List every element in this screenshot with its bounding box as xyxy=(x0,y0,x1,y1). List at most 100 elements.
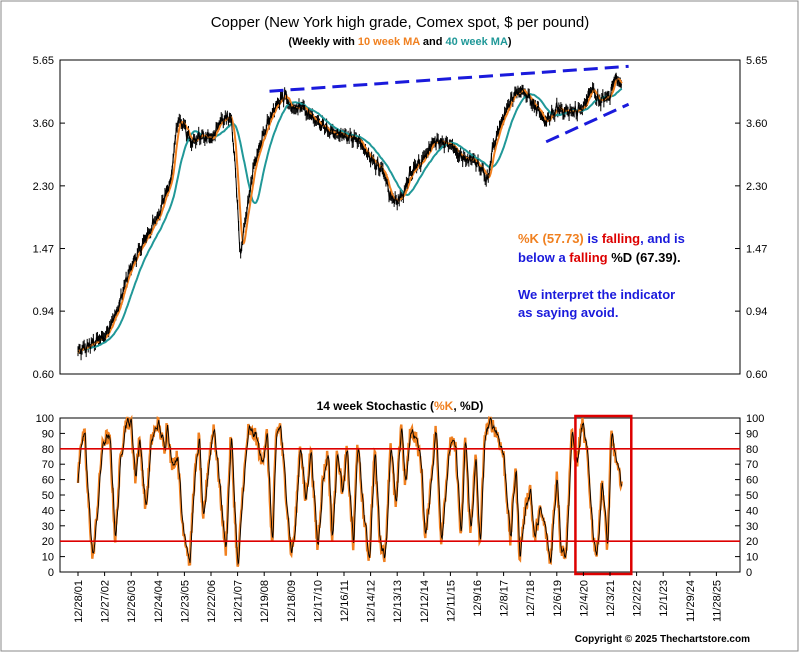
x-axis-label: 12/7/18 xyxy=(525,580,537,617)
annotation-and-is: , and is xyxy=(640,231,685,246)
stoch-tick-label-left: 50 xyxy=(42,490,54,502)
annotation-below-a: below a xyxy=(518,250,569,265)
x-axis-label: 12/28/01 xyxy=(73,580,85,623)
x-axis-label: 12/3/21 xyxy=(605,580,617,617)
subtitle-mid: and xyxy=(420,36,446,48)
x-axis-label: 12/1/23 xyxy=(658,580,670,617)
annotation-k-value: %K (57.73) xyxy=(518,231,584,246)
stoch-tick-label-right: 80 xyxy=(746,444,758,456)
stoch-tick-label-right: 90 xyxy=(746,428,758,440)
stoch-tick-label-right: 40 xyxy=(746,505,758,517)
price-weekly-line xyxy=(77,73,623,356)
price-tick-label-right: 0.94 xyxy=(746,306,767,318)
subtitle-prefix: (Weekly with xyxy=(288,36,357,48)
x-axis-label: 12/4/20 xyxy=(578,580,590,617)
price-tick-label-left: 3.60 xyxy=(33,118,54,130)
stochastic-highlight-box xyxy=(574,414,633,576)
x-axis-label: 12/12/14 xyxy=(419,580,431,623)
price-plot-area xyxy=(59,59,741,375)
price-tick-label-left: 2.30 xyxy=(33,181,54,193)
recent-period-highlight-box xyxy=(574,414,633,576)
x-axis-label: 12/14/12 xyxy=(366,580,378,623)
annotation-is: is xyxy=(584,231,602,246)
x-axis-label: 12/27/02 xyxy=(100,580,112,623)
support-trendline xyxy=(545,102,630,144)
annotation-falling-2: falling xyxy=(569,250,607,265)
annotation-line-2: below a falling %D (67.39). xyxy=(518,250,681,265)
stoch-title-d: %D xyxy=(460,399,480,413)
stoch-tick-label-right: 30 xyxy=(746,521,758,533)
x-axis-label: 12/23/05 xyxy=(179,580,191,623)
stochastic-reference-lines xyxy=(60,447,740,543)
price-trendlines xyxy=(269,64,630,144)
stoch-tick-label-left: 60 xyxy=(42,475,54,487)
stoch-tick-label-left: 30 xyxy=(42,521,54,533)
price-y-ticks: 0.60 0.60 0.94 0.94 1.47 1.47 2.30 2.30 3.60 3.60… xyxy=(33,55,768,381)
price-tick-label-right: 0.60 xyxy=(746,369,767,381)
stoch-title-sep: , xyxy=(453,399,460,413)
stoch-tick-label-right: 70 xyxy=(746,459,758,471)
x-axis-label: 11/29/24 xyxy=(685,580,697,622)
stoch-tick-label-right: 50 xyxy=(746,490,758,502)
price-tick-label-right: 1.47 xyxy=(746,244,767,256)
stoch-title-prefix: 14 week Stochastic ( xyxy=(317,399,434,413)
stoch-title-k: %K xyxy=(434,399,454,413)
stoch-tick-label-right: 100 xyxy=(746,413,764,425)
annotation-line-1: %K (57.73) is falling, and is xyxy=(518,231,685,246)
annotation-falling-1: falling xyxy=(602,231,640,246)
x-axis-label: 12/24/04 xyxy=(153,580,165,623)
price-tick-label-left: 1.47 xyxy=(33,244,54,256)
x-axis-labels: 12/28/01 12/27/02 12/26/03 12/24/04 12/23/05… xyxy=(73,572,723,623)
stoch-tick-label-left: 10 xyxy=(42,552,54,564)
subtitle-suffix: ) xyxy=(508,36,512,48)
x-axis-label: 12/18/09 xyxy=(286,580,298,623)
stochastic-series-group xyxy=(76,414,623,568)
price-tick-label-right: 3.60 xyxy=(746,118,767,130)
x-axis-label: 12/2/22 xyxy=(632,580,644,617)
x-axis-label: 12/6/19 xyxy=(552,580,564,617)
price-series-group xyxy=(77,72,623,361)
price-tick-label-left: 0.94 xyxy=(33,306,54,318)
indicator-annotation: %K (57.73) is falling, and is below a fa… xyxy=(518,231,685,320)
x-axis-label: 12/9/16 xyxy=(472,580,484,617)
resistance-trendline xyxy=(269,64,629,93)
annotation-interpret-2: as saying avoid. xyxy=(518,305,618,320)
price-chart-subtitle: (Weekly with 10 week MA and 40 week MA) xyxy=(288,36,512,48)
stoch-tick-label-left: 0 xyxy=(48,567,54,579)
x-axis-label: 12/11/15 xyxy=(445,580,457,622)
copyright-notice: Copyright © 2025 Thechartstore.com xyxy=(575,634,750,645)
stoch-title-suffix: ) xyxy=(479,399,483,413)
x-axis-label: 12/17/10 xyxy=(312,580,324,623)
stochastic-title: 14 week Stochastic (%K, %D) xyxy=(317,399,484,413)
stoch-tick-label-left: 70 xyxy=(42,459,54,471)
stoch-tick-label-left: 20 xyxy=(42,536,54,548)
stoch-d-line xyxy=(77,417,623,566)
x-axis-label: 12/8/17 xyxy=(499,580,511,617)
annotation-d-value: %D (67.39). xyxy=(608,250,681,265)
stoch-tick-label-left: 40 xyxy=(42,505,54,517)
price-tick-label-right: 2.30 xyxy=(746,181,767,193)
x-axis-label: 11/28/25 xyxy=(711,580,723,622)
stoch-tick-label-right: 10 xyxy=(746,552,758,564)
price-tick-label-right: 5.65 xyxy=(746,55,767,67)
annotation-interpret-1: We interpret the indicator xyxy=(518,287,675,302)
x-axis-label: 12/16/11 xyxy=(339,580,351,622)
x-axis-label: 12/21/07 xyxy=(233,580,245,623)
subtitle-ma40: 40 week MA xyxy=(446,36,508,48)
price-tick-label-left: 5.65 xyxy=(33,55,54,67)
price-chart-title: Copper (New York high grade, Comex spot,… xyxy=(211,14,590,31)
stoch-tick-label-right: 60 xyxy=(746,475,758,487)
x-axis-label: 12/19/08 xyxy=(259,580,271,623)
x-axis-label: 12/22/06 xyxy=(206,580,218,623)
stoch-tick-label-left: 80 xyxy=(42,444,54,456)
price-tick-label-left: 0.60 xyxy=(33,369,54,381)
stoch-tick-label-left: 90 xyxy=(42,428,54,440)
stoch-tick-label-right: 0 xyxy=(746,567,752,579)
x-axis-label: 12/13/13 xyxy=(392,580,404,623)
stoch-k-line xyxy=(76,414,623,568)
stochastic-y-ticks: 0 0 10 10 20 20 30 30 40 40 50 50 60 60 70 70 80 80 90 90 10… xyxy=(36,413,765,579)
x-axis-label: 12/26/03 xyxy=(126,580,138,623)
subtitle-ma10: 10 week MA xyxy=(358,36,420,48)
